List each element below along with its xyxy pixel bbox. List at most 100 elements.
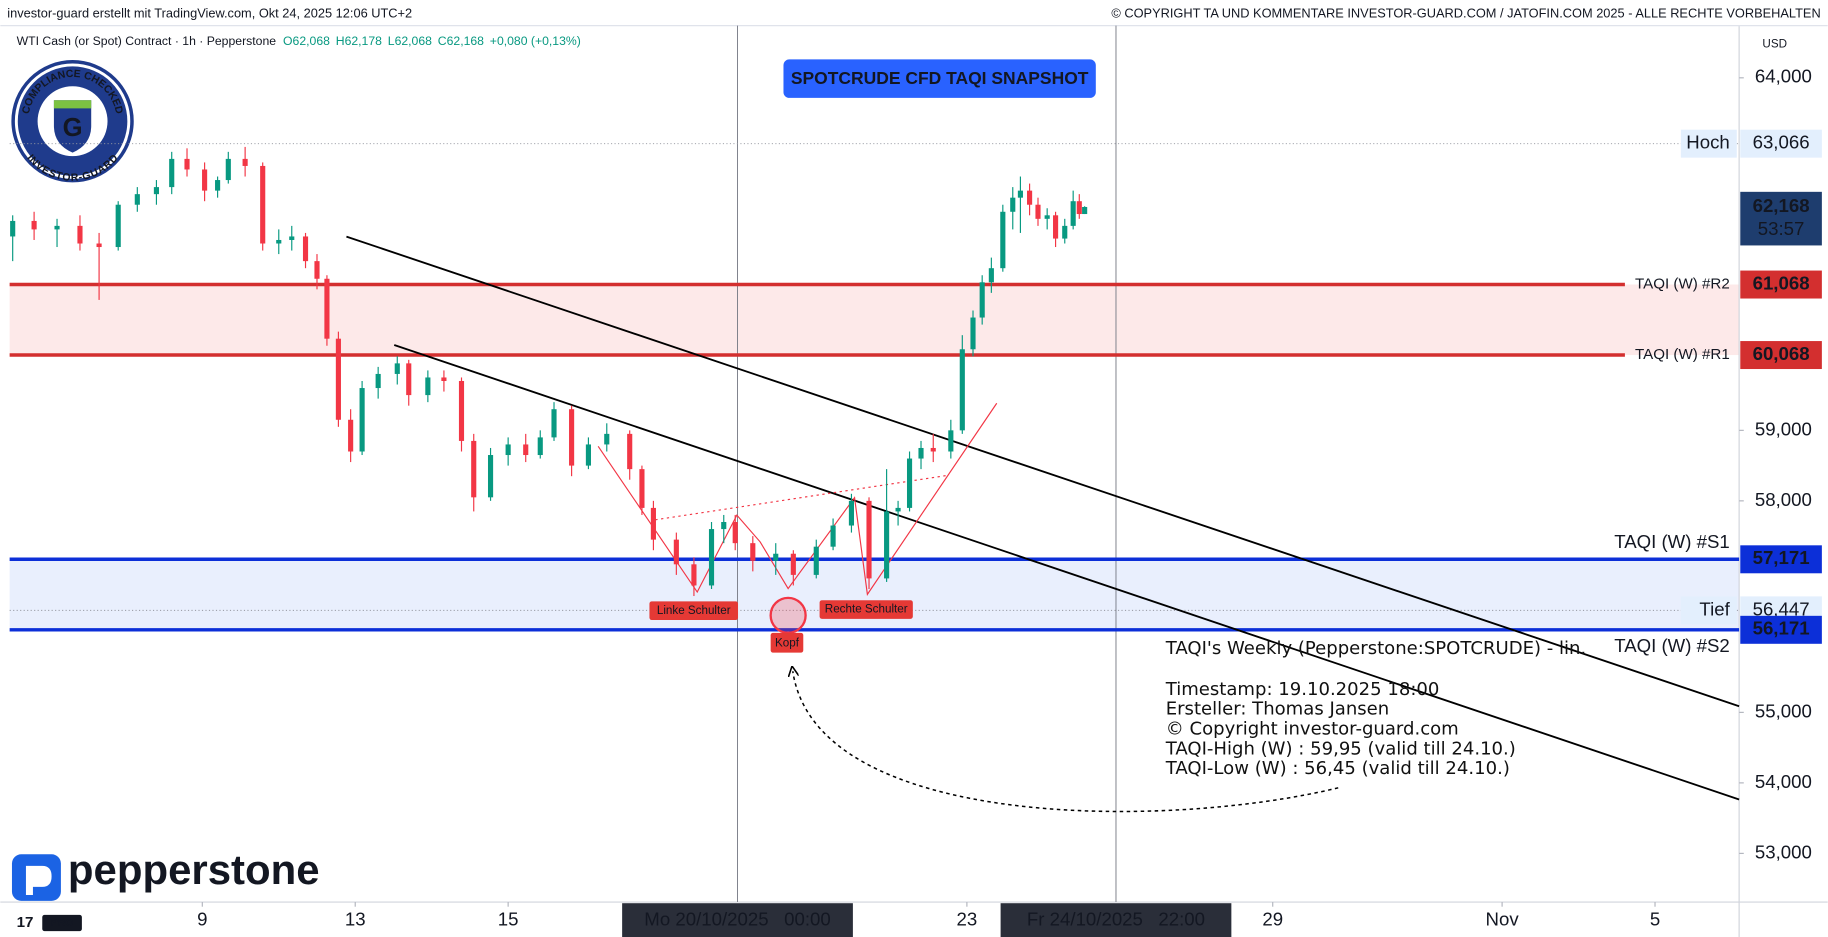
y-tick-label: 54,000 [1755, 771, 1812, 792]
candle-body [895, 507, 901, 512]
ohlc-low: L62,068 [388, 34, 432, 48]
candle-body [1027, 190, 1033, 205]
candle-body [848, 500, 855, 526]
y-tick-label: 64,000 [1755, 66, 1812, 87]
candle-body [10, 220, 16, 237]
x-tick-label: 13 [345, 909, 366, 930]
title-box [783, 59, 1096, 98]
candle-body [1053, 215, 1059, 239]
countdown: 53:57 [1758, 218, 1805, 239]
head-label: Kopf [775, 636, 800, 649]
y-tick-label: 58,000 [1755, 489, 1812, 510]
x-tick-label: 9 [197, 909, 207, 930]
candle-body [260, 165, 266, 244]
candle-body [1070, 201, 1076, 226]
level-value-box [1740, 129, 1822, 158]
ohlc-change: +0,080 (+0,13%) [490, 34, 581, 48]
candle-body [487, 455, 494, 498]
zones [9, 284, 1740, 630]
candle-body [650, 507, 656, 540]
level-value-box [1740, 545, 1822, 574]
currency: USD [1762, 37, 1787, 50]
level-name: Tief [1699, 598, 1730, 619]
pattern-line [597, 402, 998, 596]
candle-body [184, 158, 190, 170]
candle-body [866, 500, 872, 579]
badge-shield-top [53, 100, 92, 109]
candle-body [215, 180, 221, 191]
candle-body [1035, 204, 1041, 219]
arrow [793, 671, 1339, 813]
level-name: TAQI (W) #S1 [1614, 531, 1730, 552]
candle-body [691, 564, 697, 586]
candle-body [348, 419, 354, 452]
candle-body [406, 363, 412, 396]
candle-body [673, 539, 679, 565]
x-tick-highlight [622, 903, 853, 937]
trend-line [346, 235, 1740, 708]
level-name-box [1680, 129, 1737, 158]
header-left: investor-guard erstellt mit TradingView.… [7, 5, 412, 20]
candle-body [471, 440, 477, 498]
candle-body [523, 444, 529, 456]
candle-body [884, 511, 890, 579]
candle-body [537, 437, 543, 456]
level-value: 56,447 [1753, 598, 1810, 619]
candle-body [169, 158, 175, 188]
candle-body [930, 447, 936, 452]
candle-body [979, 282, 985, 318]
axes: 64,000 59,000 58,000 55,000 54,000 53,000 9 13 1… [197, 66, 1812, 937]
candle-body [708, 529, 715, 586]
candle-body [324, 278, 330, 339]
candle-body [375, 373, 381, 389]
candle-body [970, 317, 976, 350]
level-name: Hoch [1686, 132, 1729, 153]
x-tick-label: 15 [498, 909, 519, 930]
chart-title: SPOTCRUDE CFD TAQI SNAPSHOT [791, 68, 1089, 88]
candle-body [773, 553, 779, 561]
candle-body [1010, 197, 1016, 212]
candle-body [830, 525, 836, 547]
candle-body [225, 158, 231, 181]
candle-body [750, 543, 756, 561]
candle-body [948, 430, 954, 452]
candle-body [115, 204, 121, 248]
level-zone [9, 284, 1740, 356]
candle-body [988, 268, 994, 283]
candle-body [639, 469, 645, 508]
tv-logo-mark: 17 [17, 914, 34, 931]
note-line: Ersteller: Thomas Jansen [1166, 699, 1389, 720]
candle-body [441, 377, 447, 381]
symbol: WTI Cash (or Spot) Contract · 1h · Peppe… [17, 34, 277, 48]
level-value: 57,171 [1753, 547, 1810, 568]
candle-body [202, 169, 208, 191]
candle-body [790, 553, 796, 575]
candle-body [1076, 201, 1082, 215]
note-line: TAQI-High (W) : 59,95 (valid till 24.10.… [1165, 738, 1516, 759]
candle-body [551, 409, 557, 438]
badge-shield [53, 100, 92, 153]
levels: Hoch 63,066 TAQI (W) #R2 61,068 TAQI (W) #R1… [9, 129, 1822, 656]
neckline [655, 474, 947, 521]
level-value-box [1740, 341, 1822, 370]
level-value: 61,068 [1753, 272, 1810, 293]
candle-body [153, 187, 159, 195]
candle-body [359, 388, 365, 452]
candle-body [627, 433, 633, 470]
level-name: TAQI (W) #R2 [1635, 276, 1730, 293]
time-markers [737, 25, 1117, 903]
x-tick-label: Mo 20/10/2025 00:00 [644, 909, 830, 930]
candle-body [314, 261, 320, 279]
candle-body [96, 243, 102, 248]
y-tick-label: 53,000 [1755, 841, 1812, 862]
candle-body [585, 444, 591, 466]
candle-body [289, 236, 295, 240]
note-line: TAQI-Low (W) : 56,45 (valid till 24.10.) [1165, 758, 1510, 779]
candle-body [604, 433, 610, 445]
level-name: TAQI (W) #S2 [1614, 635, 1730, 656]
candle-body [505, 444, 511, 456]
brand-icon-p [25, 865, 52, 896]
